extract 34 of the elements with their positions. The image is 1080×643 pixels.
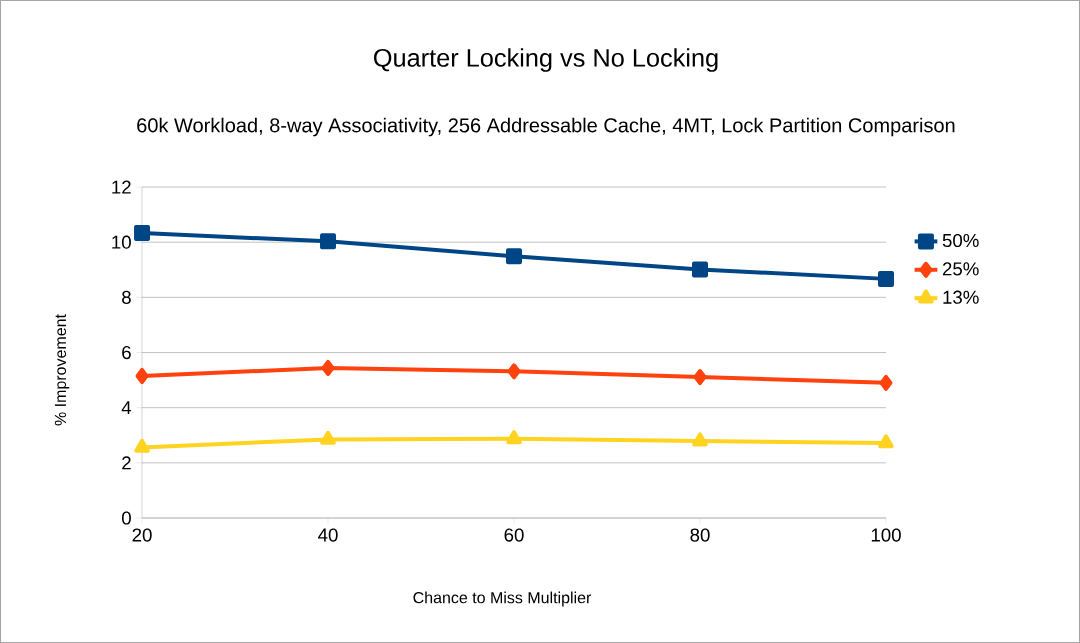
x-tick-label: 80 — [690, 528, 710, 542]
y-tick-label: 6 — [122, 345, 131, 360]
point — [878, 434, 894, 449]
x-tick-label: 20 — [132, 528, 152, 542]
legend-label: 25% — [942, 262, 979, 276]
point — [134, 438, 150, 453]
point — [877, 270, 894, 287]
point — [693, 369, 707, 386]
y-tick-label: 0 — [121, 511, 131, 525]
point — [879, 374, 893, 391]
point — [321, 359, 335, 376]
x-tick-label: 40 — [318, 528, 338, 542]
point — [692, 261, 708, 278]
chart-subtitle: 60k Workload, 8-way Associativity, 256 Addressable Cache, 4MT, Lock Partition Comparison — [137, 117, 955, 137]
legend-label: 50% — [942, 233, 979, 248]
chart-title: Quarter Locking vs No Locking — [374, 48, 718, 72]
point — [506, 248, 523, 265]
y-tick-label: 2 — [122, 456, 131, 470]
point — [692, 432, 708, 447]
point — [320, 233, 337, 250]
y-axis-title: % Improvement — [54, 314, 70, 426]
legend-label: 13% — [943, 290, 979, 304]
y-tick-label: 4 — [121, 401, 132, 415]
x-axis-title: Chance to Miss Multiplier — [413, 591, 592, 607]
point — [135, 367, 149, 384]
y-tick-label: 8 — [122, 290, 131, 304]
point — [506, 430, 522, 445]
point — [320, 430, 336, 445]
y-tick-label: 12 — [112, 180, 131, 194]
x-tick-label: 100 — [871, 528, 901, 542]
point — [507, 363, 521, 380]
y-tick-label: 10 — [112, 235, 131, 249]
x-tick-label: 60 — [504, 528, 524, 542]
point — [134, 225, 151, 242]
